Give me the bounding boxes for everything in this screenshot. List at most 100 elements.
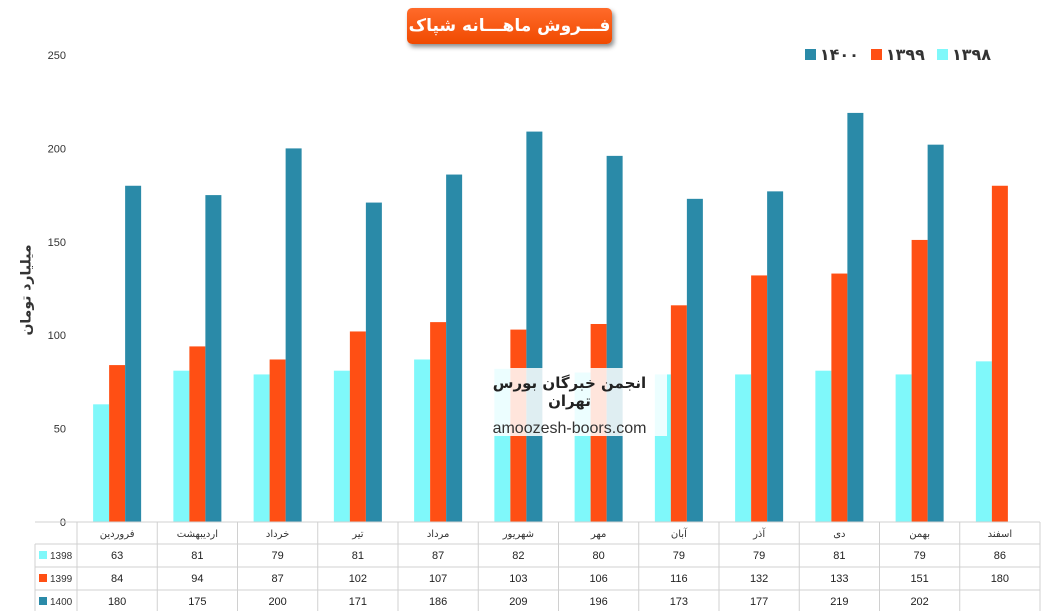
bar-1399 (349, 331, 366, 522)
bar-1398 (735, 374, 752, 522)
y-axis-label-container: میلیارد تومان (2, 230, 52, 350)
x-tick-label: آذر (752, 527, 766, 540)
legend-label: ۱۴۰۰ (819, 45, 859, 64)
x-tick-label: خرداد (266, 529, 289, 540)
bar-1399 (109, 365, 126, 522)
data-label: 81 (833, 550, 845, 562)
bar-1399 (430, 322, 447, 522)
legend-item-1399: ۱۳۹۹ (870, 45, 925, 64)
x-tick-label: اردیبهشت (177, 529, 218, 540)
table-legend-key (39, 597, 47, 605)
data-label: 81 (352, 550, 364, 562)
y-axis-label: میلیارد تومان (19, 244, 36, 336)
data-label: 79 (673, 550, 685, 562)
bar-1399 (831, 273, 848, 522)
x-tick-label: مهر (590, 529, 606, 540)
data-label: 180 (991, 573, 1009, 585)
bar-1398 (333, 370, 350, 522)
bar-1398 (895, 374, 912, 522)
bar-1398 (253, 374, 270, 522)
bar-1399 (269, 359, 286, 522)
bar-1398 (815, 370, 832, 522)
bar-1400 (606, 155, 623, 522)
data-label: 79 (753, 550, 765, 562)
data-label: 81 (191, 550, 203, 562)
bar-1400 (365, 202, 382, 522)
data-label: 175 (188, 596, 206, 608)
bar-1398 (93, 404, 110, 522)
data-label: 196 (589, 596, 607, 608)
bar-1400 (205, 195, 222, 522)
y-tick-label: 200 (48, 143, 66, 155)
bar-1399 (189, 346, 206, 522)
bar-1400 (767, 191, 784, 522)
bar-1400 (686, 198, 703, 522)
legend-swatch (870, 49, 882, 60)
bar-1399 (751, 275, 768, 522)
table-series-label: 1400 (50, 597, 73, 608)
bar-1400 (446, 174, 463, 522)
x-tick-label: شهریور (502, 529, 534, 540)
y-tick-label: 0 (60, 517, 66, 529)
y-tick-label: 50 (54, 424, 66, 436)
bar-1399 (911, 239, 928, 522)
bar-1398 (414, 359, 431, 522)
data-label: 79 (914, 550, 926, 562)
x-tick-label: آبان (671, 527, 688, 540)
chart-legend: ۱۴۰۰ ۱۳۹۹ ۱۳۹۸ (804, 45, 991, 64)
bar-1398 (173, 370, 190, 522)
data-label: 87 (272, 573, 284, 585)
data-label: 107 (429, 573, 447, 585)
table-legend-key (39, 551, 47, 559)
data-label: 94 (191, 573, 203, 585)
data-label: 116 (670, 573, 688, 585)
bar-1400 (125, 185, 142, 522)
chart-title: فـــروش ماهـــانه شپاک (407, 8, 612, 44)
data-label: 209 (509, 596, 527, 608)
data-label: 106 (589, 573, 607, 585)
y-tick-label: 250 (48, 50, 66, 62)
data-label: 84 (111, 573, 123, 585)
legend-label: ۱۳۹۸ (951, 45, 991, 64)
bar-1399 (670, 305, 687, 522)
bar-1400 (285, 148, 302, 522)
x-tick-label: بهمن (909, 529, 930, 540)
x-tick-label: مرداد (427, 529, 450, 540)
data-label: 79 (272, 550, 284, 562)
bar-1400 (927, 144, 944, 522)
table-series-label: 1398 (50, 551, 73, 562)
data-label: 151 (910, 573, 928, 585)
data-label: 80 (593, 550, 605, 562)
data-label: 82 (512, 550, 524, 562)
data-label: 202 (910, 596, 928, 608)
data-label: 186 (429, 596, 447, 608)
x-tick-label: تیر (351, 529, 364, 540)
data-label: 200 (268, 596, 286, 608)
bar-1400 (526, 131, 543, 522)
x-tick-label: اسفند (988, 529, 1012, 540)
data-label: 171 (349, 596, 367, 608)
bar-1400 (847, 112, 864, 523)
bar-1398 (975, 361, 992, 522)
x-tick-label: دی (833, 529, 845, 540)
data-label: 87 (432, 550, 444, 562)
data-label: 102 (349, 573, 367, 585)
watermark-title: انجمن خبرگان بورس تهران (492, 374, 647, 410)
table-series-label: 1399 (50, 574, 73, 585)
legend-label: ۱۳۹۹ (885, 45, 925, 64)
data-label: 180 (108, 596, 126, 608)
data-label: 219 (830, 596, 848, 608)
data-label: 103 (509, 573, 527, 585)
data-label: 86 (994, 550, 1006, 562)
table-legend-key (39, 574, 47, 582)
legend-item-1398: ۱۳۹۸ (936, 45, 991, 64)
data-label: 133 (830, 573, 848, 585)
data-label: 173 (670, 596, 688, 608)
y-tick-label: 100 (48, 330, 66, 342)
data-label: 132 (750, 573, 768, 585)
y-tick-label: 150 (48, 237, 66, 249)
bar-1399 (991, 185, 1008, 522)
watermark-site: amoozesh-boors.com (492, 420, 647, 437)
x-tick-label: فروردین (100, 529, 135, 540)
